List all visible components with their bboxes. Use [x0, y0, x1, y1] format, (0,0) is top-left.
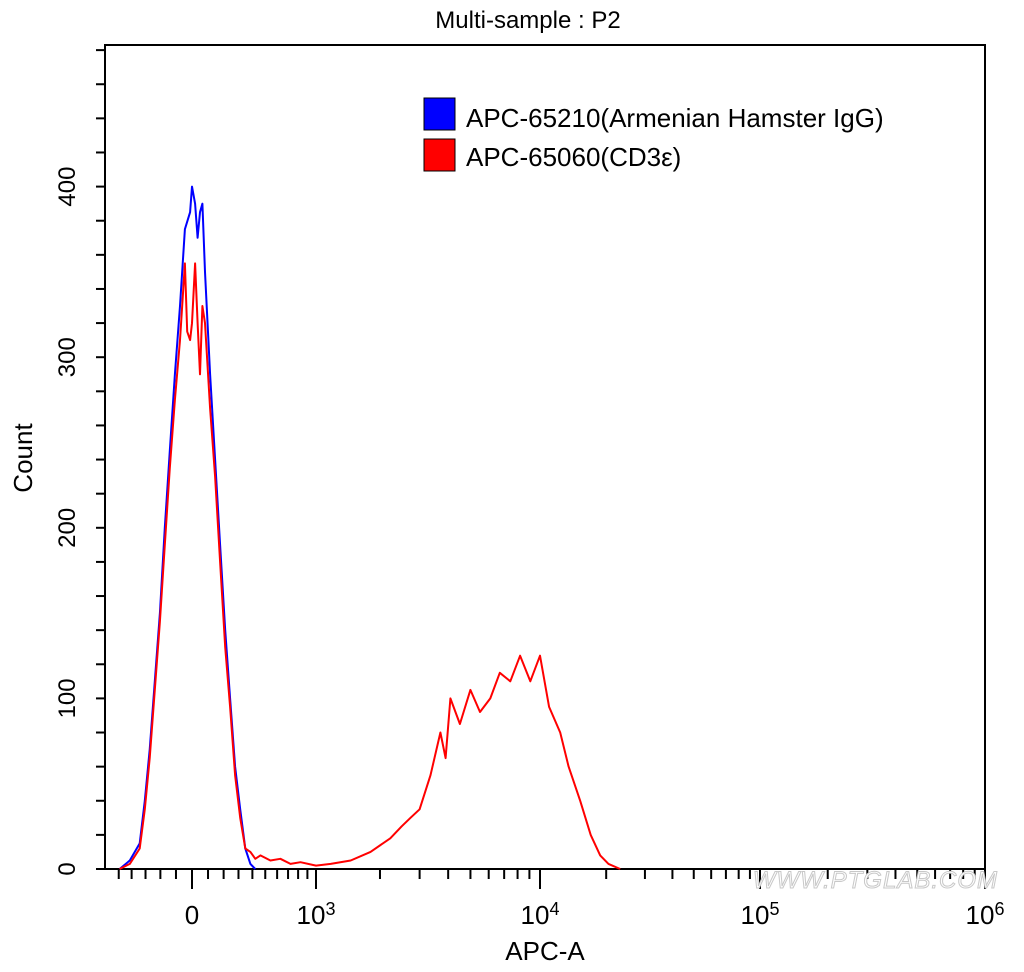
chart-title: Multi-sample : P2 [435, 7, 620, 34]
curves [118, 185, 621, 870]
x-tick-label: 0 [185, 900, 199, 930]
y-tick-label: 0 [54, 862, 81, 875]
y-axis-label: Count [8, 423, 38, 493]
y-tick-label: 100 [54, 678, 81, 718]
plot-frame [104, 44, 986, 870]
legend-swatch-cd3e [423, 138, 456, 172]
y-tick-label: 300 [54, 337, 81, 377]
watermark: WWW.PTGLAB.COM [753, 867, 998, 894]
x-axis-label: APC-A [505, 936, 585, 966]
x-tick-label: 103 [297, 899, 336, 930]
axes: 0 100 200 300 400 0 103 104 105 106 [54, 44, 1005, 930]
y-tick-label: 400 [54, 167, 81, 207]
legend-label-cd3e: APC-65060(CD3ε) [466, 142, 681, 172]
x-tick-label: 106 [966, 899, 1005, 930]
x-tick-label: 104 [521, 899, 560, 930]
legend-swatch-igg [423, 97, 456, 131]
legend: APC-65210(Armenian Hamster IgG) APC-6506… [423, 97, 884, 172]
legend-label-igg: APC-65210(Armenian Hamster IgG) [466, 103, 884, 133]
x-tick-label: 105 [741, 899, 780, 930]
series-line-cd3e [119, 262, 621, 870]
y-tick-label: 200 [54, 508, 81, 548]
